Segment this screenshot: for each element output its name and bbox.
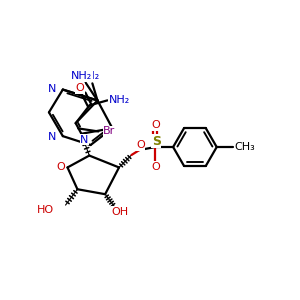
Text: N: N — [47, 84, 56, 94]
Text: O: O — [136, 140, 145, 150]
Text: Br: Br — [103, 126, 116, 136]
Text: HO: HO — [37, 205, 54, 215]
Text: O: O — [151, 162, 160, 172]
Text: OH: OH — [111, 207, 128, 217]
Text: O: O — [56, 163, 65, 172]
Text: NH₂: NH₂ — [109, 95, 130, 105]
Text: O: O — [75, 83, 84, 94]
Text: N: N — [80, 135, 88, 145]
Text: O: O — [151, 120, 160, 130]
Text: N: N — [47, 132, 56, 142]
Text: NH₂: NH₂ — [71, 71, 92, 81]
Text: S: S — [152, 135, 161, 148]
Text: CH₃: CH₃ — [234, 142, 255, 152]
Text: NH₂: NH₂ — [79, 71, 100, 81]
